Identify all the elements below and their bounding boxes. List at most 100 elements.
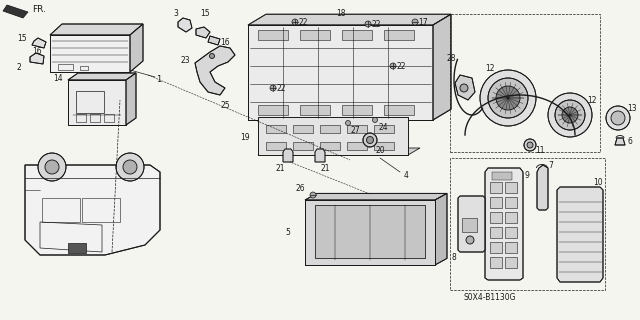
Circle shape bbox=[548, 93, 592, 137]
Bar bbox=[266, 125, 286, 133]
Polygon shape bbox=[435, 193, 447, 265]
Polygon shape bbox=[68, 80, 126, 125]
Circle shape bbox=[209, 53, 214, 59]
Bar bbox=[450, 158, 605, 290]
Polygon shape bbox=[32, 38, 46, 48]
Bar bbox=[490, 182, 502, 193]
Text: 22: 22 bbox=[276, 84, 285, 92]
Bar bbox=[76, 91, 104, 113]
Polygon shape bbox=[283, 149, 293, 162]
Text: 14: 14 bbox=[53, 74, 63, 83]
Bar bbox=[505, 182, 517, 193]
Circle shape bbox=[123, 160, 137, 174]
Text: 16: 16 bbox=[32, 46, 42, 55]
Circle shape bbox=[611, 111, 625, 125]
Bar bbox=[505, 197, 517, 208]
Text: FR.: FR. bbox=[32, 4, 46, 13]
Polygon shape bbox=[130, 24, 143, 72]
Text: 22: 22 bbox=[371, 20, 381, 28]
Bar bbox=[320, 125, 340, 133]
Circle shape bbox=[480, 70, 536, 126]
Polygon shape bbox=[195, 46, 235, 95]
Polygon shape bbox=[315, 149, 325, 162]
Bar bbox=[505, 212, 517, 223]
Bar bbox=[490, 257, 502, 268]
Circle shape bbox=[365, 21, 371, 27]
Text: 19: 19 bbox=[240, 132, 250, 141]
Text: 4: 4 bbox=[404, 171, 408, 180]
Circle shape bbox=[292, 19, 298, 25]
Bar bbox=[266, 142, 286, 150]
Bar bbox=[320, 142, 340, 150]
Bar bbox=[58, 64, 73, 70]
Polygon shape bbox=[178, 18, 192, 32]
Text: 12: 12 bbox=[588, 95, 596, 105]
Circle shape bbox=[412, 19, 418, 25]
Polygon shape bbox=[537, 165, 548, 210]
Polygon shape bbox=[458, 196, 485, 252]
Bar bbox=[374, 142, 394, 150]
Bar bbox=[490, 242, 502, 253]
Text: 15: 15 bbox=[200, 9, 210, 18]
Bar bbox=[384, 105, 414, 115]
Bar bbox=[300, 105, 330, 115]
Circle shape bbox=[270, 85, 276, 91]
Bar bbox=[462, 218, 477, 232]
Polygon shape bbox=[615, 138, 625, 145]
Text: 21: 21 bbox=[320, 164, 330, 172]
Polygon shape bbox=[50, 35, 130, 72]
Text: 9: 9 bbox=[525, 171, 529, 180]
Bar bbox=[490, 227, 502, 238]
Bar bbox=[258, 105, 288, 115]
Circle shape bbox=[488, 78, 528, 118]
Circle shape bbox=[363, 133, 377, 147]
Polygon shape bbox=[196, 27, 210, 38]
Text: 13: 13 bbox=[627, 103, 637, 113]
Bar bbox=[342, 30, 372, 40]
Polygon shape bbox=[68, 73, 136, 80]
Circle shape bbox=[460, 84, 468, 92]
Text: 20: 20 bbox=[375, 146, 385, 155]
Bar bbox=[490, 212, 502, 223]
Text: 23: 23 bbox=[180, 55, 190, 65]
Bar bbox=[374, 125, 394, 133]
Bar bbox=[104, 114, 114, 122]
Text: 27: 27 bbox=[350, 125, 360, 134]
Polygon shape bbox=[248, 14, 451, 25]
Circle shape bbox=[390, 63, 396, 69]
Bar bbox=[347, 125, 367, 133]
Circle shape bbox=[38, 153, 66, 181]
Text: 22: 22 bbox=[298, 18, 308, 27]
Text: 7: 7 bbox=[548, 161, 554, 170]
Polygon shape bbox=[25, 165, 160, 255]
Polygon shape bbox=[50, 24, 143, 35]
Text: 16: 16 bbox=[220, 37, 230, 46]
Bar bbox=[490, 197, 502, 208]
Bar bbox=[347, 142, 367, 150]
Circle shape bbox=[606, 106, 630, 130]
Circle shape bbox=[346, 121, 351, 125]
Bar bbox=[450, 14, 600, 152]
Polygon shape bbox=[305, 200, 435, 265]
Polygon shape bbox=[433, 14, 451, 120]
Text: 6: 6 bbox=[628, 137, 632, 146]
Bar bbox=[505, 227, 517, 238]
Bar bbox=[300, 30, 330, 40]
Text: 26: 26 bbox=[295, 183, 305, 193]
Text: 25: 25 bbox=[220, 100, 230, 109]
Polygon shape bbox=[3, 5, 28, 18]
Bar bbox=[90, 114, 100, 122]
Circle shape bbox=[45, 160, 59, 174]
Circle shape bbox=[562, 107, 578, 123]
Polygon shape bbox=[455, 75, 475, 100]
Circle shape bbox=[524, 139, 536, 151]
Text: 12: 12 bbox=[485, 63, 495, 73]
Polygon shape bbox=[258, 148, 420, 155]
Circle shape bbox=[527, 142, 533, 148]
Polygon shape bbox=[126, 73, 136, 125]
Text: 1: 1 bbox=[156, 75, 162, 84]
Bar bbox=[80, 66, 88, 70]
Text: 15: 15 bbox=[17, 34, 27, 43]
Bar bbox=[68, 243, 86, 253]
Bar bbox=[293, 125, 313, 133]
